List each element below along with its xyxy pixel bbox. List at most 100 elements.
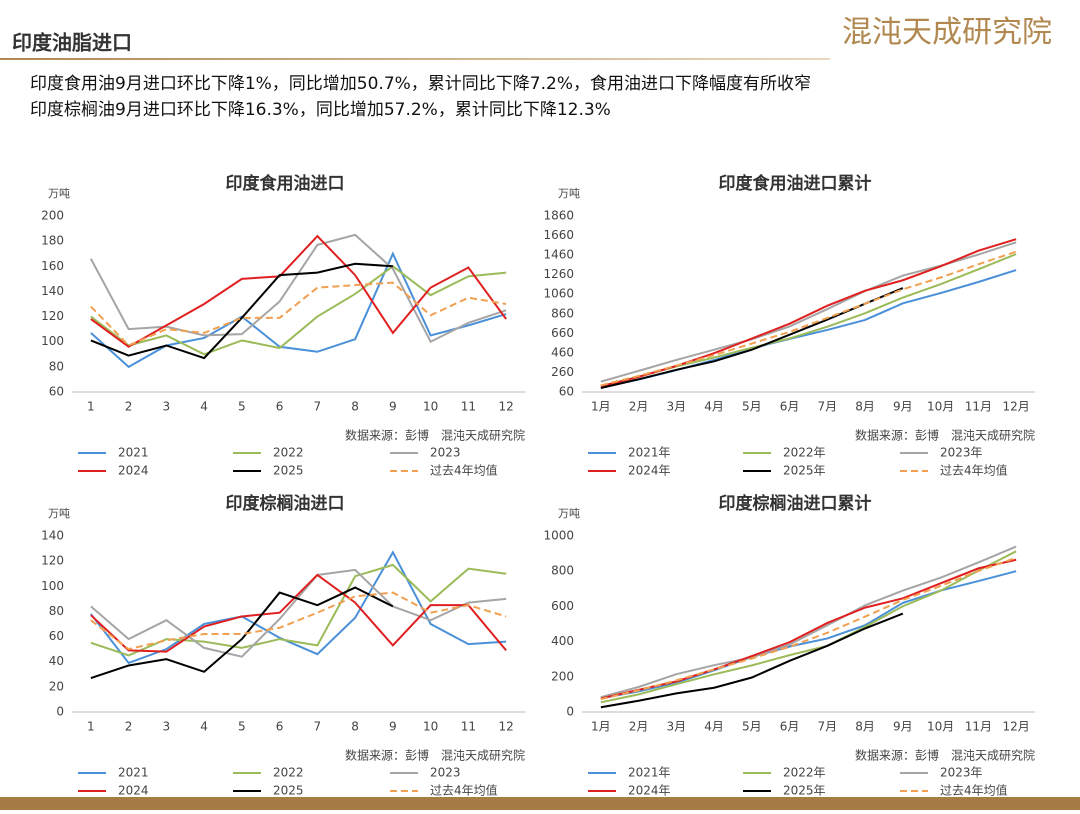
series-line bbox=[600, 545, 1017, 699]
x-tick-label: 11月 bbox=[965, 400, 992, 414]
x-tick-label: 5月 bbox=[742, 720, 762, 734]
y-tick-label: 660 bbox=[551, 326, 574, 340]
y-tick-label: 460 bbox=[551, 345, 574, 359]
y-tick-label: 60 bbox=[49, 629, 64, 643]
series-line bbox=[600, 612, 904, 709]
x-tick-label: 3月 bbox=[667, 400, 687, 414]
x-tick-label: 10 bbox=[423, 720, 438, 734]
legend-label: 2023年 bbox=[940, 766, 983, 780]
x-tick-label: 3 bbox=[163, 400, 171, 414]
series-line bbox=[600, 570, 1017, 700]
x-tick-label: 9月 bbox=[893, 400, 913, 414]
x-tick-label: 4 bbox=[200, 400, 208, 414]
legend-label: 2021年 bbox=[628, 766, 671, 780]
y-tick-label: 1660 bbox=[543, 228, 574, 242]
y-tick-label: 860 bbox=[551, 306, 574, 320]
series-line bbox=[90, 568, 507, 658]
x-tick-label: 1 bbox=[87, 400, 95, 414]
y-tick-label: 180 bbox=[41, 234, 64, 248]
y-tick-label: 120 bbox=[41, 554, 64, 568]
legend-label: 过去4年均值 bbox=[940, 783, 1008, 798]
x-tick-label: 10 bbox=[423, 400, 438, 414]
chart-title: 印度食用油进口累计 bbox=[719, 173, 872, 194]
x-tick-label: 9 bbox=[389, 400, 397, 414]
source-note: 数据来源：彭博 混沌天成研究院 bbox=[855, 748, 1035, 763]
x-tick-label: 5月 bbox=[742, 400, 762, 414]
y-tick-label: 1260 bbox=[543, 267, 574, 281]
x-tick-label: 6月 bbox=[780, 720, 800, 734]
x-tick-label: 4 bbox=[200, 720, 208, 734]
y-tick-label: 800 bbox=[551, 564, 574, 578]
legend-label: 2025 bbox=[273, 784, 304, 798]
series-line bbox=[90, 573, 507, 653]
x-tick-label: 7月 bbox=[818, 720, 838, 734]
header-title: 印度油脂进口 bbox=[12, 31, 132, 55]
legend-label: 2023 bbox=[430, 446, 461, 460]
series-line bbox=[600, 287, 904, 389]
x-tick-label: 8月 bbox=[855, 400, 875, 414]
x-tick-label: 6 bbox=[276, 720, 284, 734]
legend-label: 过去4年均值 bbox=[430, 783, 498, 798]
x-tick-label: 11 bbox=[461, 720, 476, 734]
x-tick-label: 9 bbox=[389, 720, 397, 734]
chart-title: 印度棕榈油进口 bbox=[226, 493, 345, 514]
x-tick-label: 12月 bbox=[1002, 720, 1029, 734]
y-unit: 万吨 bbox=[48, 507, 70, 520]
summary-line: 印度食用油9月进口环比下降1%，同比增加50.7%，累计同比下降7.2%，食用油… bbox=[30, 74, 811, 94]
legend-label: 2021 bbox=[118, 446, 149, 460]
series-line bbox=[600, 550, 1017, 704]
y-tick-label: 40 bbox=[49, 654, 64, 668]
x-tick-label: 1 bbox=[87, 720, 95, 734]
chart-title: 印度棕榈油进口累计 bbox=[719, 493, 872, 514]
y-tick-label: 1460 bbox=[543, 248, 574, 262]
x-tick-label: 2月 bbox=[629, 720, 649, 734]
x-tick-label: 11 bbox=[461, 400, 476, 414]
series-line bbox=[600, 241, 1017, 383]
y-unit: 万吨 bbox=[558, 507, 580, 520]
x-tick-label: 10月 bbox=[927, 400, 954, 414]
summary-line: 印度棕榈油9月进口环比下降16.3%，同比增加57.2%，累计同比下降12.3% bbox=[30, 100, 611, 120]
y-tick-label: 1000 bbox=[543, 529, 574, 543]
x-tick-label: 6月 bbox=[780, 400, 800, 414]
legend-label: 2025年 bbox=[783, 464, 826, 478]
y-tick-label: 20 bbox=[49, 679, 64, 693]
y-tick-label: 100 bbox=[41, 579, 64, 593]
x-tick-label: 9月 bbox=[893, 720, 913, 734]
y-tick-label: 80 bbox=[49, 359, 64, 373]
series-line bbox=[90, 262, 393, 360]
footer-bar bbox=[0, 797, 1080, 810]
x-tick-label: 2 bbox=[125, 720, 133, 734]
x-tick-label: 11月 bbox=[965, 720, 992, 734]
y-tick-label: 260 bbox=[551, 365, 574, 379]
series-line bbox=[90, 265, 507, 356]
series-line bbox=[600, 556, 1017, 701]
y-tick-label: 0 bbox=[56, 705, 64, 719]
y-tick-label: 200 bbox=[551, 669, 574, 683]
series-line bbox=[90, 550, 507, 665]
legend-label: 2022 bbox=[273, 446, 304, 460]
legend-label: 2024年 bbox=[628, 784, 671, 798]
legend-label: 2021年 bbox=[628, 446, 671, 460]
chart-title: 印度食用油进口 bbox=[226, 173, 345, 194]
series-line bbox=[600, 253, 1017, 388]
legend-label: 2022年 bbox=[783, 766, 826, 780]
header-rule bbox=[0, 58, 830, 60]
legend-label: 2024 bbox=[118, 784, 149, 798]
x-tick-label: 8月 bbox=[855, 720, 875, 734]
legend-label: 2023年 bbox=[940, 446, 983, 460]
legend-label: 2024年 bbox=[628, 464, 671, 478]
y-unit: 万吨 bbox=[48, 187, 70, 200]
legend-label: 过去4年均值 bbox=[940, 463, 1008, 478]
x-tick-label: 12 bbox=[498, 720, 513, 734]
y-tick-label: 0 bbox=[566, 705, 574, 719]
source-note: 数据来源：彭博 混沌天成研究院 bbox=[345, 748, 525, 763]
legend-label: 2022 bbox=[273, 766, 304, 780]
x-tick-label: 4月 bbox=[704, 400, 724, 414]
y-tick-label: 1860 bbox=[543, 209, 574, 223]
x-tick-label: 2月 bbox=[629, 400, 649, 414]
x-tick-label: 7月 bbox=[818, 400, 838, 414]
x-tick-label: 6 bbox=[276, 400, 284, 414]
logo: 混沌天成研究院 bbox=[842, 15, 1052, 50]
x-tick-label: 7 bbox=[314, 720, 322, 734]
